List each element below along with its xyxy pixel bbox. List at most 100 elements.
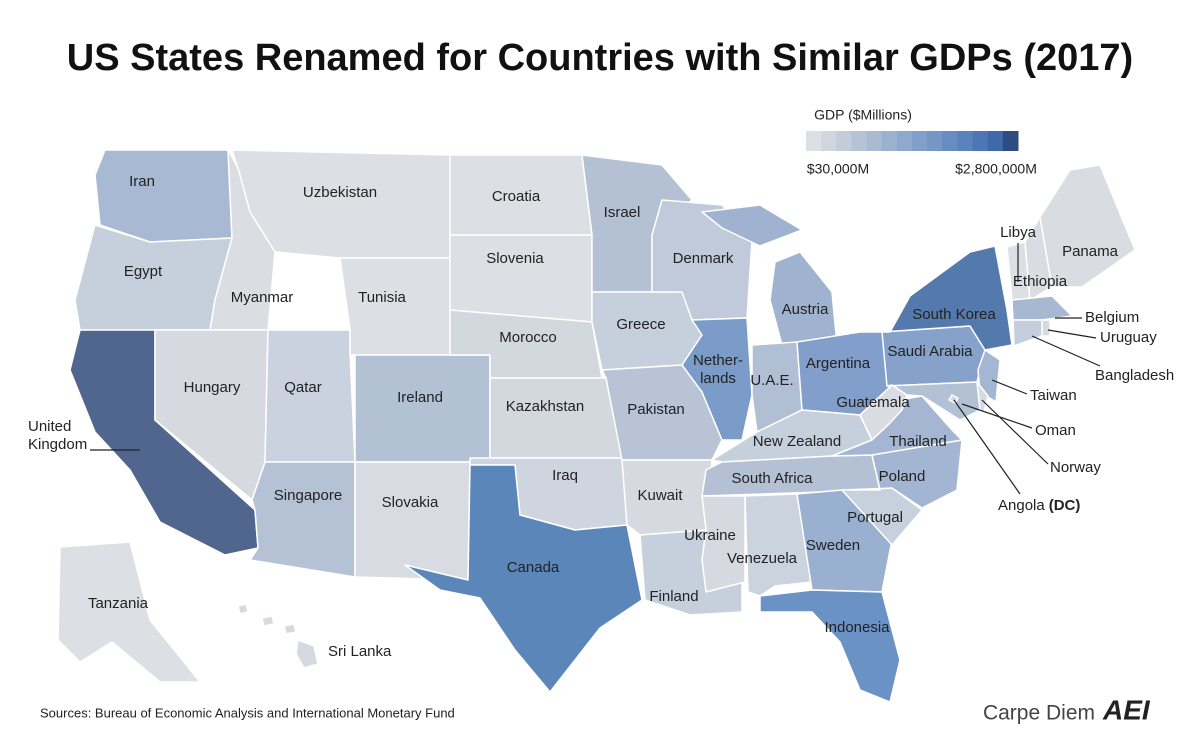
state-label-line: Indonesia bbox=[824, 619, 890, 636]
state-label: Poland bbox=[879, 468, 926, 485]
state-label: Kuwait bbox=[637, 487, 683, 504]
legend-swatch bbox=[896, 131, 913, 151]
labels: Iran Egypt United Kingdom Uzbekistan Myanmar H… bbox=[28, 173, 1174, 660]
state-label-line: Kingdom bbox=[28, 436, 87, 453]
state-label-line: Guatemala bbox=[836, 394, 910, 411]
state-label-line: United bbox=[28, 418, 71, 435]
state-label: South Korea bbox=[912, 306, 996, 323]
legend-swatch bbox=[972, 131, 989, 151]
state-label-line: South Africa bbox=[732, 470, 814, 487]
leader-line bbox=[953, 399, 1021, 495]
state bbox=[759, 589, 901, 703]
state-label-line: Myanmar bbox=[231, 289, 294, 306]
legend-max: $2,800,000M bbox=[955, 161, 1037, 177]
state-label: Israel bbox=[604, 204, 641, 221]
state-label-line: Angola bbox=[998, 497, 1045, 514]
state-label-line: Morocco bbox=[499, 329, 557, 346]
state-label: Oman bbox=[1035, 422, 1076, 439]
brand: Carpe Diem bbox=[983, 702, 1095, 725]
legend-swatch bbox=[821, 131, 837, 151]
state-label: Slovakia bbox=[382, 494, 439, 511]
state-label-line: Thailand bbox=[889, 433, 947, 450]
state-label-line: Canada bbox=[507, 559, 560, 576]
state bbox=[354, 354, 491, 463]
state-label-line: Uruguay bbox=[1100, 329, 1157, 346]
state-label: Qatar bbox=[284, 379, 322, 396]
title: US States Renamed for Countries with Sim… bbox=[67, 37, 1133, 79]
state-label-line: Singapore bbox=[274, 487, 342, 504]
state-label-line: Ireland bbox=[397, 389, 443, 406]
legend-swatch bbox=[1002, 131, 1019, 151]
state-label-line: Argentina bbox=[806, 355, 871, 372]
state-label-line: South Korea bbox=[912, 306, 996, 323]
state-label-line: Bangladesh bbox=[1095, 367, 1174, 384]
state-label-line: Qatar bbox=[284, 379, 322, 396]
state-label: Venezuela bbox=[727, 550, 798, 567]
leader-line bbox=[961, 403, 1033, 429]
state-label: Denmark bbox=[673, 250, 734, 267]
state-label-line: Denmark bbox=[673, 250, 734, 267]
state-label: Croatia bbox=[492, 188, 541, 205]
state-label-line: Kuwait bbox=[637, 487, 683, 504]
legend-swatch bbox=[881, 131, 898, 151]
state-label-line: Austria bbox=[782, 301, 829, 318]
leader-line bbox=[991, 379, 1028, 395]
state-label: Sri Lanka bbox=[328, 643, 392, 660]
state-label: Bangladesh bbox=[1095, 367, 1174, 384]
state bbox=[948, 394, 959, 404]
leader-line bbox=[1047, 329, 1097, 339]
state-label: Ireland bbox=[397, 389, 443, 406]
state-label-line: lands bbox=[700, 370, 736, 387]
state bbox=[701, 495, 746, 593]
state-label: Ukraine bbox=[684, 527, 736, 544]
state-label: Belgium bbox=[1085, 309, 1139, 326]
state-label: Argentina bbox=[806, 355, 871, 372]
legend-scale bbox=[806, 131, 1019, 151]
state-label: Greece bbox=[616, 316, 665, 333]
state-label-line: Taiwan bbox=[1030, 387, 1077, 404]
state-label-line: Iran bbox=[129, 173, 155, 190]
state bbox=[354, 461, 471, 581]
state-label: Canada bbox=[507, 559, 560, 576]
state-label-line: Venezuela bbox=[727, 550, 798, 567]
state bbox=[1011, 295, 1073, 321]
states bbox=[57, 149, 1136, 703]
state-label: U.A.E. bbox=[750, 372, 793, 389]
state-label-line: Hungary bbox=[184, 379, 241, 396]
state-label: Ethiopia bbox=[1013, 273, 1068, 290]
state-label: Pakistan bbox=[627, 401, 685, 418]
state bbox=[404, 464, 643, 693]
state-label-line: Panama bbox=[1062, 243, 1119, 260]
state bbox=[283, 623, 297, 635]
legend-swatch bbox=[942, 131, 958, 151]
state-label: Myanmar bbox=[231, 289, 294, 306]
state-label-line: Sweden bbox=[806, 537, 860, 554]
state-label: Indonesia bbox=[824, 619, 890, 636]
state-label: Taiwan bbox=[1030, 387, 1077, 404]
sources: Sources: Bureau of Economic Analysis and… bbox=[40, 705, 455, 720]
state-label: Thailand bbox=[889, 433, 947, 450]
state-label: Egypt bbox=[124, 263, 163, 280]
state-label-line: Libya bbox=[1000, 224, 1037, 241]
state bbox=[449, 234, 593, 323]
state-label-line: Egypt bbox=[124, 263, 163, 280]
state-label-line: Kazakhstan bbox=[506, 398, 584, 415]
state-label-line: Iraq bbox=[552, 467, 578, 484]
state-label: Nether-lands bbox=[693, 352, 743, 387]
state bbox=[339, 257, 451, 356]
state-label: Sweden bbox=[806, 537, 860, 554]
state bbox=[769, 251, 838, 346]
state-label-line: Norway bbox=[1050, 459, 1101, 476]
legend-swatch bbox=[851, 131, 868, 151]
legend-swatch bbox=[866, 131, 883, 151]
state-label: Guatemala bbox=[836, 394, 910, 411]
state-label-line: Slovenia bbox=[486, 250, 544, 267]
logo: AEI bbox=[1102, 694, 1151, 725]
state-label-line: Poland bbox=[879, 468, 926, 485]
leader-line bbox=[981, 399, 1049, 465]
state bbox=[849, 439, 963, 509]
legend-title: GDP ($Millions) bbox=[814, 107, 912, 123]
state-label: Tunisia bbox=[358, 289, 406, 306]
state-label-line: Tanzania bbox=[88, 595, 149, 612]
